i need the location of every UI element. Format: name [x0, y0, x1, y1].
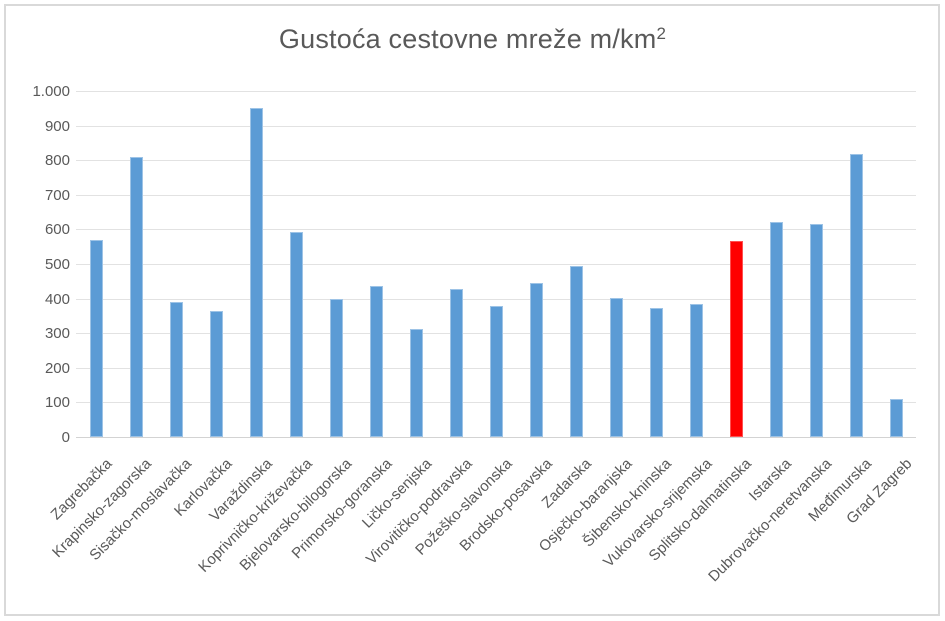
gridline	[76, 264, 916, 265]
bar	[170, 302, 183, 437]
gridline	[76, 91, 916, 92]
bar	[410, 329, 423, 437]
chart-title-superscript: 2	[656, 24, 667, 43]
y-tick-label: 500	[44, 256, 70, 273]
bar	[650, 308, 663, 437]
chart-title-text: Gustoća cestovne mreže m/km	[278, 24, 657, 54]
bar	[210, 311, 223, 437]
y-tick-label: 900	[44, 118, 70, 135]
bar	[490, 306, 503, 437]
gridline	[76, 126, 916, 127]
gridline	[76, 299, 916, 300]
y-tick-label: 1.000	[32, 83, 70, 100]
bar	[330, 299, 343, 437]
y-tick-label: 400	[44, 291, 70, 308]
y-tick-label: 800	[44, 152, 70, 169]
bar	[570, 266, 583, 437]
y-tick-label: 700	[44, 187, 70, 204]
gridline	[76, 195, 916, 196]
bar	[610, 298, 623, 437]
bar	[130, 157, 143, 437]
bar	[890, 399, 903, 437]
gridline	[76, 229, 916, 230]
bar	[370, 286, 383, 437]
bar	[90, 240, 103, 437]
bar	[530, 283, 543, 437]
chart-title: Gustoća cestovne mreže m/km2	[0, 24, 945, 55]
bar	[450, 289, 463, 437]
y-tick-label: 0	[61, 429, 70, 446]
y-tick-label: 300	[44, 325, 70, 342]
bar-highlighted	[730, 241, 743, 437]
y-tick-label: 600	[44, 221, 70, 238]
y-tick-label: 200	[44, 360, 70, 377]
bar	[690, 304, 703, 437]
bar	[290, 232, 303, 437]
x-axis-line	[76, 437, 916, 438]
bar	[770, 222, 783, 437]
y-tick-label: 100	[44, 394, 70, 411]
bar	[250, 108, 263, 437]
bar	[850, 154, 863, 437]
gridline	[76, 160, 916, 161]
bar	[810, 224, 823, 437]
